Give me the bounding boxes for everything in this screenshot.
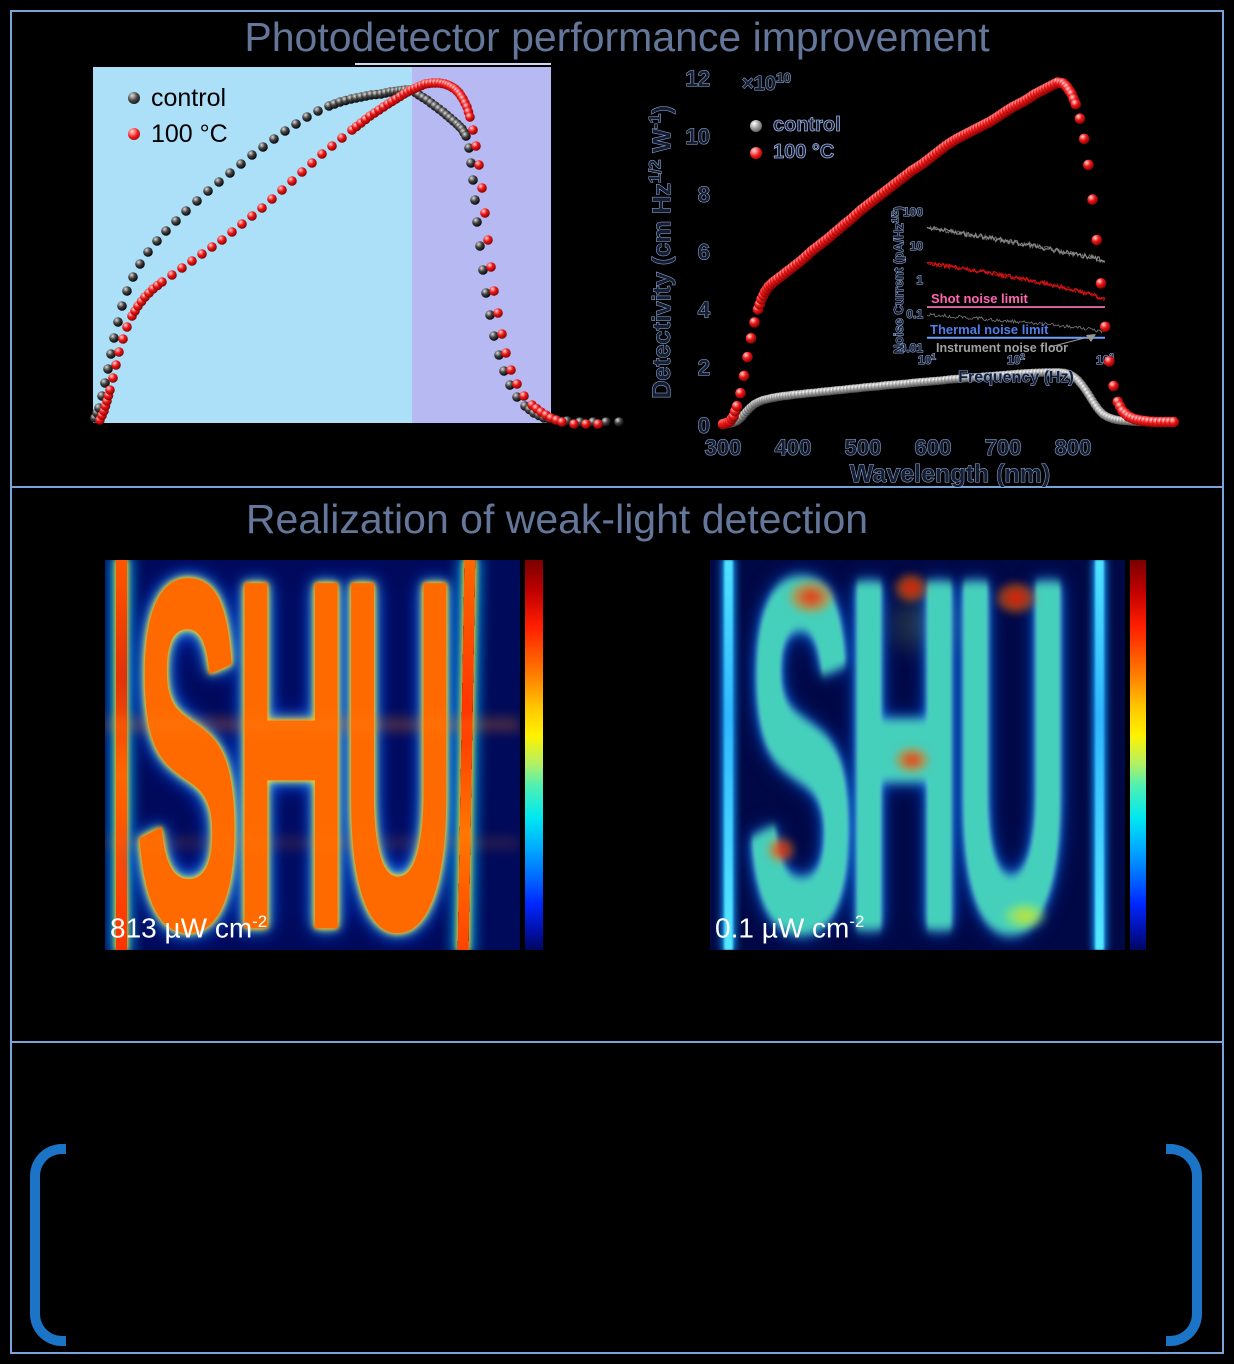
svg-text:800: 800 bbox=[1055, 435, 1092, 460]
svg-text:1: 1 bbox=[916, 273, 923, 287]
heatmap-bright: SHU 813 µW cm-2 bbox=[105, 560, 520, 950]
svg-text:12: 12 bbox=[686, 66, 710, 91]
svg-text:4: 4 bbox=[698, 297, 711, 322]
svg-text:8: 8 bbox=[698, 182, 710, 207]
legend-label-100c: 100 °C bbox=[773, 141, 835, 164]
top-section-title: Photodetector performance improvement bbox=[244, 14, 990, 60]
left-bracket bbox=[30, 1144, 66, 1346]
svg-text:Thermal noise limit: Thermal noise limit bbox=[930, 322, 1049, 337]
hot-spot bbox=[888, 568, 934, 608]
hot-spot bbox=[988, 576, 1044, 620]
legend-row-control: control bbox=[750, 112, 841, 139]
control-marker-icon bbox=[128, 92, 140, 104]
svg-text:Wavelength (nm): Wavelength (nm) bbox=[850, 460, 1050, 488]
svg-text:10: 10 bbox=[686, 124, 710, 149]
heatmap-letters: SHU bbox=[135, 560, 456, 950]
svg-text:300: 300 bbox=[705, 435, 742, 460]
legend-row-100c: 100 °C bbox=[750, 139, 841, 166]
heated-marker-icon bbox=[128, 128, 140, 140]
svg-text:6: 6 bbox=[698, 240, 710, 265]
legend-row-100c: 100 °C bbox=[128, 116, 228, 152]
svg-text:Frequency (Hz): Frequency (Hz) bbox=[958, 369, 1074, 386]
svg-text:Detectivity (cm Hz1/2 W-1): Detectivity (cm Hz1/2 W-1) bbox=[646, 106, 677, 399]
legend-label-100c: 100 °C bbox=[151, 119, 228, 148]
warm-spot bbox=[996, 898, 1054, 934]
svg-text:×1010: ×1010 bbox=[742, 70, 791, 95]
colorbar bbox=[525, 560, 543, 950]
hot-spot bbox=[780, 574, 842, 620]
eqe-legend: control 100 °C bbox=[128, 80, 228, 152]
svg-text:0.01: 0.01 bbox=[900, 341, 924, 355]
irradiance-value: 0.1 µW cm bbox=[715, 912, 850, 943]
svg-text:0: 0 bbox=[698, 413, 710, 438]
legend-row-control: control bbox=[128, 80, 228, 116]
scan-band bbox=[105, 718, 520, 731]
vertical-stripe bbox=[116, 560, 127, 950]
hot-spot bbox=[762, 832, 800, 868]
detectivity-legend: control 100 °C bbox=[750, 112, 841, 166]
svg-text:10: 10 bbox=[910, 239, 924, 253]
heated-marker-icon bbox=[750, 146, 762, 159]
right-bracket bbox=[1166, 1144, 1202, 1346]
svg-text:101: 101 bbox=[918, 352, 936, 367]
svg-text:102: 102 bbox=[1007, 352, 1025, 367]
legend-label-control: control bbox=[151, 83, 227, 112]
irradiance-exponent: -2 bbox=[849, 911, 865, 931]
svg-text:Shot noise limit: Shot noise limit bbox=[931, 291, 1028, 306]
irradiance-value: 813 µW cm bbox=[110, 912, 253, 943]
vertical-stripe bbox=[457, 560, 476, 950]
svg-text:Instrument noise floor: Instrument noise floor bbox=[936, 341, 1068, 355]
legend-label-control: control bbox=[773, 114, 842, 137]
heatmap-dim: SHU 0.1 µW cm-2 bbox=[710, 560, 1125, 950]
colorbar bbox=[1130, 560, 1146, 950]
svg-text:700: 700 bbox=[985, 435, 1022, 460]
scan-band bbox=[105, 838, 520, 848]
irradiance-label: 0.1 µW cm-2 bbox=[715, 912, 864, 944]
vertical-stripe bbox=[724, 560, 733, 950]
section-divider-bottom bbox=[10, 1041, 1224, 1043]
svg-text:0.1: 0.1 bbox=[906, 307, 923, 321]
hot-spot bbox=[888, 742, 936, 778]
outer-border bbox=[10, 10, 1224, 1354]
svg-text:600: 600 bbox=[915, 435, 952, 460]
irradiance-label: 813 µW cm-2 bbox=[110, 912, 267, 944]
svg-text:500: 500 bbox=[845, 435, 882, 460]
section-divider-top bbox=[10, 486, 1224, 488]
middle-section-title: Realization of weak-light detection bbox=[245, 496, 869, 542]
svg-text:400: 400 bbox=[775, 435, 812, 460]
svg-text:Noise Current (pA/Hz1/2): Noise Current (pA/Hz1/2) bbox=[890, 206, 906, 353]
svg-text:2: 2 bbox=[698, 355, 710, 380]
svg-text:100: 100 bbox=[903, 205, 923, 219]
control-marker-icon bbox=[750, 119, 762, 132]
vertical-stripe bbox=[1095, 560, 1104, 950]
irradiance-exponent: -2 bbox=[252, 911, 268, 931]
